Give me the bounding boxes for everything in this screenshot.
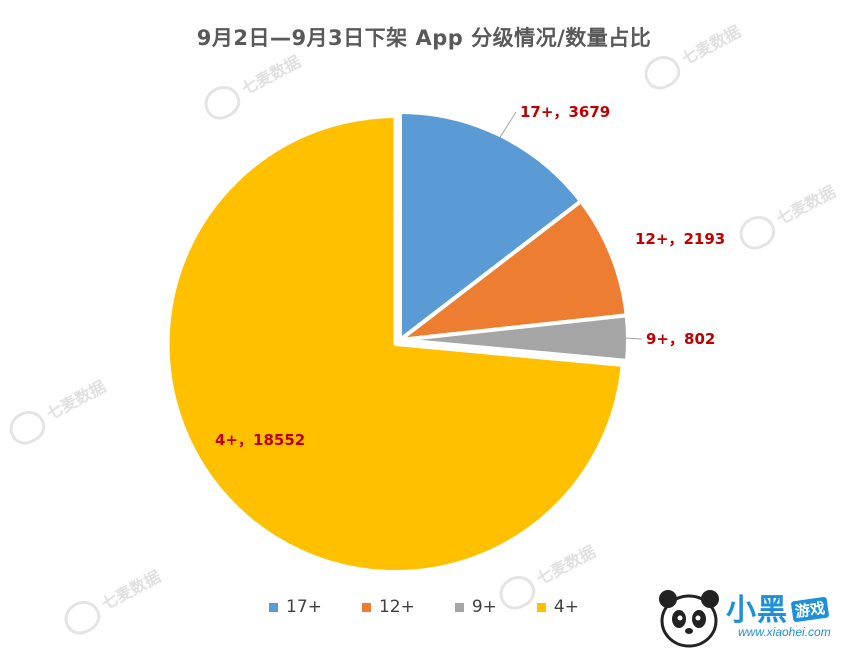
pie-slice-12plus [398, 199, 629, 342]
legend-label: 17+ [286, 597, 322, 617]
panda-logo-icon [659, 590, 719, 648]
logo-game: 游戏 [790, 596, 830, 623]
data-label: 4+，18552 [215, 431, 305, 449]
legend: 17+ 12+ 9+ 4+ [0, 597, 848, 617]
legend-label: 9+ [471, 597, 497, 617]
data-label: 9+，802 [646, 330, 715, 348]
data-label: 12+，2193 [635, 230, 725, 248]
pie-slice-4plus [165, 114, 625, 575]
legend-swatch [454, 602, 464, 612]
legend-item-17plus: 17+ [269, 597, 322, 617]
legend-swatch [269, 602, 279, 612]
legend-item-12plus: 12+ [361, 597, 415, 617]
legend-label: 12+ [378, 597, 415, 617]
leader-line [625, 337, 643, 340]
leader-line [499, 111, 517, 138]
chart-title: 9月2日—9月3日下架 App 分级情况/数量占比 [196, 26, 652, 50]
logo-site: www.xiaohei.com [738, 625, 831, 639]
data-label: 17+，3679 [520, 103, 610, 121]
legend-swatch [536, 602, 546, 612]
legend-item-9plus: 9+ [454, 597, 497, 617]
logo-name: 小黑 [726, 593, 788, 628]
site-logo: 小黑 游戏 www.xiaohei.com [654, 581, 844, 651]
legend-swatch [361, 602, 371, 612]
legend-label: 4+ [553, 597, 579, 617]
legend-item-4plus: 4+ [536, 597, 579, 617]
